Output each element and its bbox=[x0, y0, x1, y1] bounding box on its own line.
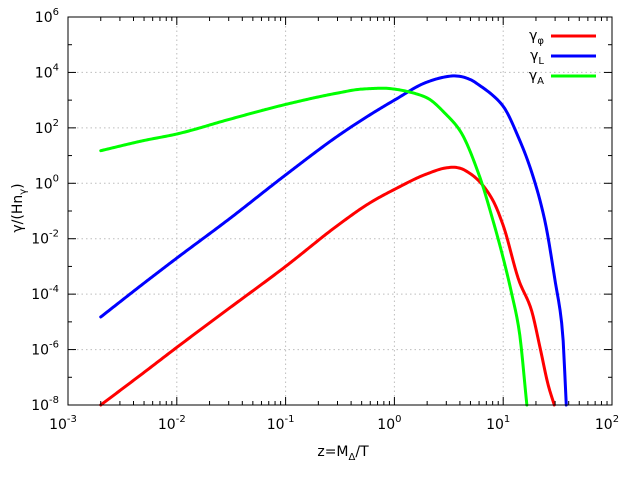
grid bbox=[68, 17, 612, 405]
x-tick-label: 101 bbox=[486, 414, 510, 433]
series-line-φ bbox=[99, 165, 556, 407]
y-tick-label: 102 bbox=[35, 118, 59, 137]
x-tick-labels: 10-3 10-2 10-1 100 101 102 bbox=[49, 414, 619, 433]
series-line-L bbox=[99, 74, 568, 407]
legend-label-A: γA bbox=[529, 68, 544, 87]
series-group bbox=[99, 74, 568, 407]
x-tick-label: 102 bbox=[595, 414, 619, 433]
y-tick-label: 10-6 bbox=[31, 340, 59, 359]
x-tick-label: 10-1 bbox=[267, 414, 295, 433]
y-tick-label: 106 bbox=[35, 7, 59, 26]
legend-label-L: γL bbox=[530, 48, 544, 67]
legend-label-φ: γφ bbox=[529, 28, 544, 47]
y-tick-label: 104 bbox=[35, 62, 59, 81]
y-tick-labels: 10-8 10-6 10-4 10-2 100 102 104 106 bbox=[31, 7, 59, 414]
y-tick-label: 100 bbox=[35, 173, 59, 192]
y-tick-label: 10-2 bbox=[31, 229, 59, 248]
x-axis-label: z=MΔ/T bbox=[317, 444, 369, 463]
y-tick-label: 10-4 bbox=[31, 284, 59, 303]
x-tick-label: 10-3 bbox=[49, 414, 77, 433]
x-tick-label: 10-2 bbox=[158, 414, 186, 433]
y-axis-label: γ/(Hnγ) bbox=[10, 183, 29, 232]
y-tick-label: 10-8 bbox=[31, 395, 59, 414]
ticks bbox=[67, 16, 613, 406]
series-line-A bbox=[99, 86, 529, 407]
x-tick-label: 100 bbox=[377, 414, 401, 433]
